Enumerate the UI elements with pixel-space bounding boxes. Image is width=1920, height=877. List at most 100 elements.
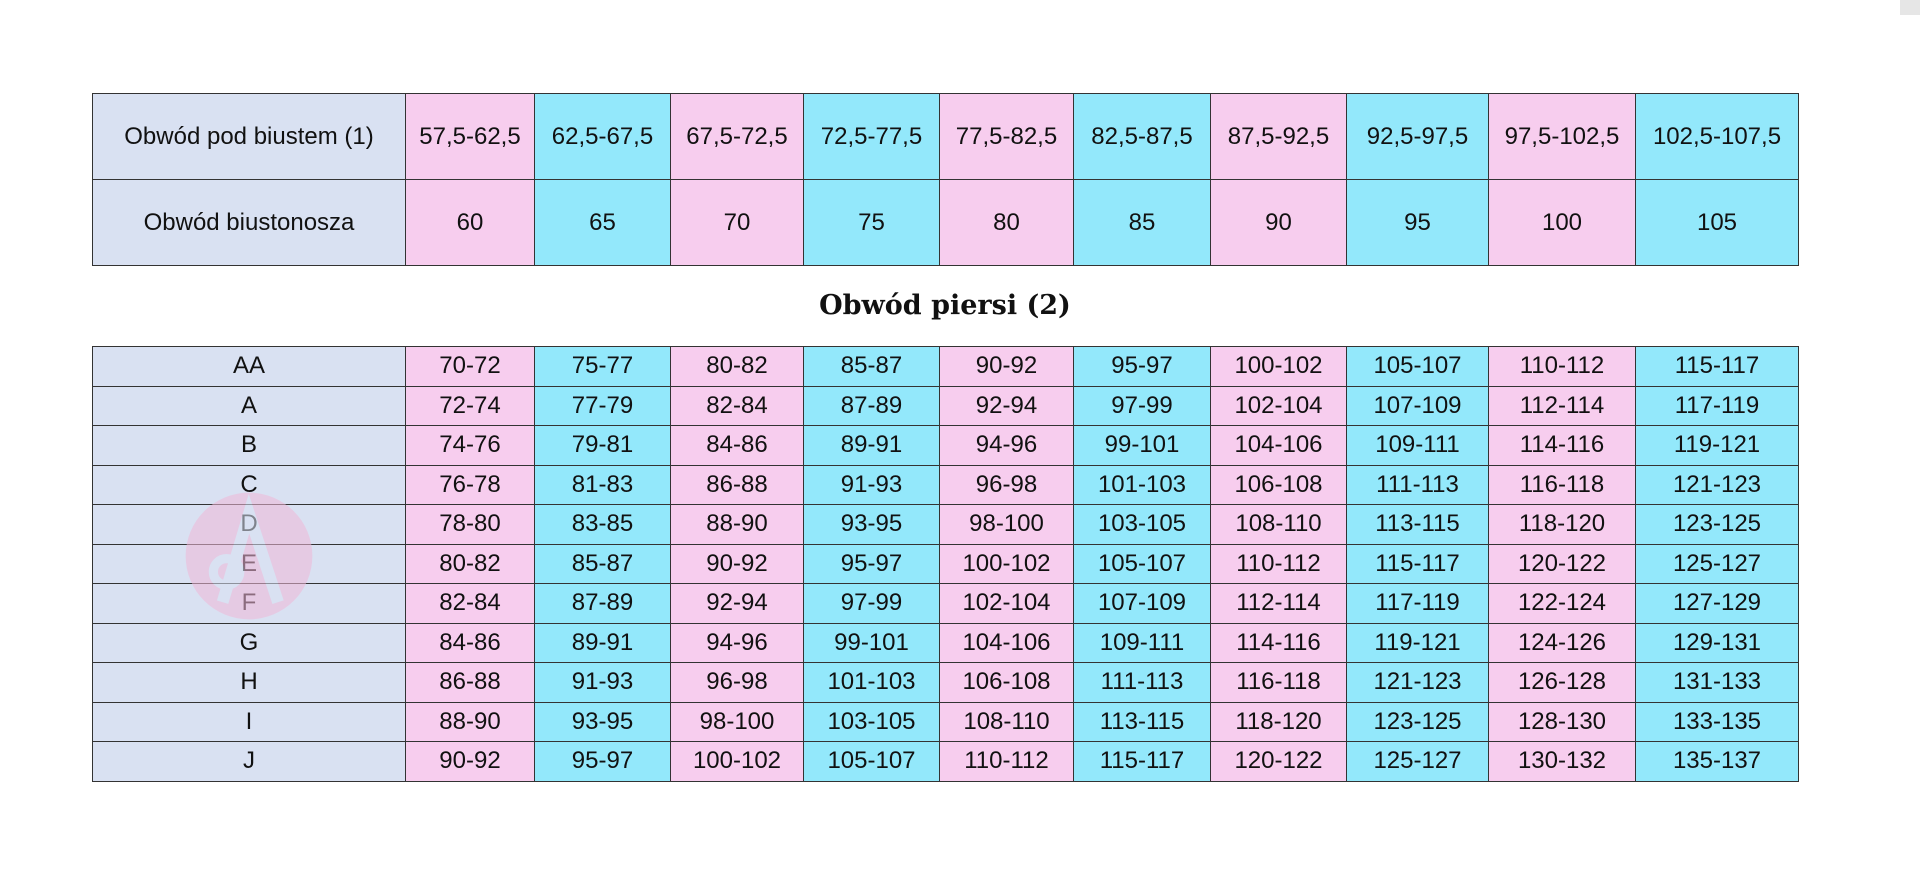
table-cell: 105-107 — [1346, 346, 1489, 387]
table-cell: 117-119 — [1346, 583, 1489, 624]
table-cell: 83-85 — [534, 504, 671, 545]
table-cell: 92-94 — [939, 385, 1074, 426]
table-cell: 122-124 — [1488, 583, 1636, 624]
table-cell: 107-109 — [1346, 385, 1489, 426]
row-label: J — [92, 741, 406, 782]
table-row: Obwód pod biustem (1) 57,5-62,5 62,5-67,5 6… — [92, 93, 1799, 180]
table-cell: 103-105 — [1073, 504, 1211, 545]
table-cell: 72-74 — [405, 385, 535, 426]
table-row: I 88-90 93-95 98-100 103-105 108-110 113-115 11… — [92, 701, 1799, 742]
table-cell: 109-111 — [1073, 622, 1211, 663]
table-cell: 129-131 — [1635, 622, 1799, 663]
table-cell: 121-123 — [1346, 662, 1489, 703]
table-row: G 84-86 89-91 94-96 99-101 104-106 109-111 114-… — [92, 622, 1799, 663]
table-cell: 85-87 — [534, 543, 671, 584]
table-cell: 100-102 — [670, 741, 804, 782]
table-cell: 89-91 — [803, 425, 940, 466]
table-cell: 70-72 — [405, 346, 535, 387]
table-cell: 100 — [1488, 179, 1636, 266]
row-label: I — [92, 701, 406, 742]
table-cell: 120-122 — [1210, 741, 1347, 782]
table-cell: 86-88 — [405, 662, 535, 703]
table-cell: 74-76 — [405, 425, 535, 466]
table-cell: 124-126 — [1488, 622, 1636, 663]
table-cell: 87-89 — [534, 583, 671, 624]
table-cell: 104-106 — [939, 622, 1074, 663]
row-label: H — [92, 662, 406, 703]
row-label: A — [92, 385, 406, 426]
table-cell: 91-93 — [803, 464, 940, 505]
table-cell: 99-101 — [1073, 425, 1211, 466]
table-cell: 80 — [939, 179, 1074, 266]
table-cell: 79-81 — [534, 425, 671, 466]
table-cell: 90-92 — [405, 741, 535, 782]
table-cell: 103-105 — [803, 701, 940, 742]
table-cell: 99-101 — [803, 622, 940, 663]
table-cell: 102-104 — [939, 583, 1074, 624]
table-cell: 94-96 — [670, 622, 804, 663]
table-cell: 111-113 — [1073, 662, 1211, 703]
table-cell: 135-137 — [1635, 741, 1799, 782]
table-cell: 88-90 — [405, 701, 535, 742]
table-cell: 112-114 — [1210, 583, 1347, 624]
table-cell: 87-89 — [803, 385, 940, 426]
table-cell: 97-99 — [1073, 385, 1211, 426]
table-cell: 82-84 — [405, 583, 535, 624]
table-cell: 107-109 — [1073, 583, 1211, 624]
table-cell: 84-86 — [670, 425, 804, 466]
table-cell: 116-118 — [1210, 662, 1347, 703]
table-cell: 93-95 — [803, 504, 940, 545]
table-cell: 78-80 — [405, 504, 535, 545]
table-cell: 90-92 — [939, 346, 1074, 387]
table-cell: 115-117 — [1346, 543, 1489, 584]
table-cell: 105 — [1635, 179, 1799, 266]
row-label: F — [92, 583, 406, 624]
window-corner — [1900, 0, 1920, 15]
table-cell: 92,5-97,5 — [1346, 93, 1489, 180]
table-row: A 72-74 77-79 82-84 87-89 92-94 97-99 102-104 10… — [92, 385, 1799, 426]
table-cell: 96-98 — [939, 464, 1074, 505]
table-cell: 125-127 — [1635, 543, 1799, 584]
table-cell: 80-82 — [405, 543, 535, 584]
table-cell: 98-100 — [670, 701, 804, 742]
table-cell: 76-78 — [405, 464, 535, 505]
table-cell: 90-92 — [670, 543, 804, 584]
table-cell: 114-116 — [1210, 622, 1347, 663]
table-row: AA 70-72 75-77 80-82 85-87 90-92 95-97 100-102 1… — [92, 346, 1799, 387]
table-cell: 127-129 — [1635, 583, 1799, 624]
table-cell: 80-82 — [670, 346, 804, 387]
table-cell: 116-118 — [1488, 464, 1636, 505]
table-cell: 131-133 — [1635, 662, 1799, 703]
row-label: C — [92, 464, 406, 505]
row-label: E — [92, 543, 406, 584]
table-cell: 105-107 — [803, 741, 940, 782]
table-cell: 101-103 — [1073, 464, 1211, 505]
table-cell: 95 — [1346, 179, 1489, 266]
row-label: AA — [92, 346, 406, 387]
table-row: H 86-88 91-93 96-98 101-103 106-108 111-113 116… — [92, 662, 1799, 703]
table-cell: 95-97 — [1073, 346, 1211, 387]
table-cell: 110-112 — [939, 741, 1074, 782]
table-cell: 126-128 — [1488, 662, 1636, 703]
table-cell: 75 — [803, 179, 940, 266]
table-cell: 128-130 — [1488, 701, 1636, 742]
table-cell: 119-121 — [1346, 622, 1489, 663]
table-cell: 133-135 — [1635, 701, 1799, 742]
table-cell: 62,5-67,5 — [534, 93, 671, 180]
table-cell: 90 — [1210, 179, 1347, 266]
table-cell: 106-108 — [939, 662, 1074, 703]
table-cell: 77-79 — [534, 385, 671, 426]
table-cell: 101-103 — [803, 662, 940, 703]
table-cell: 118-120 — [1210, 701, 1347, 742]
table-cell: 125-127 — [1346, 741, 1489, 782]
table-cell: 115-117 — [1635, 346, 1799, 387]
row-label: D — [92, 504, 406, 545]
table-cell: 109-111 — [1346, 425, 1489, 466]
table-cell: 113-115 — [1073, 701, 1211, 742]
table-cell: 89-91 — [534, 622, 671, 663]
band-size-table: Obwód pod biustem (1) 57,5-62,5 62,5-67,5 6… — [92, 93, 1799, 266]
row-label: Obwód biustonosza — [92, 179, 406, 266]
row-label: Obwód pod biustem (1) — [92, 93, 406, 180]
table-cell: 82,5-87,5 — [1073, 93, 1211, 180]
table-cell: 110-112 — [1488, 346, 1636, 387]
